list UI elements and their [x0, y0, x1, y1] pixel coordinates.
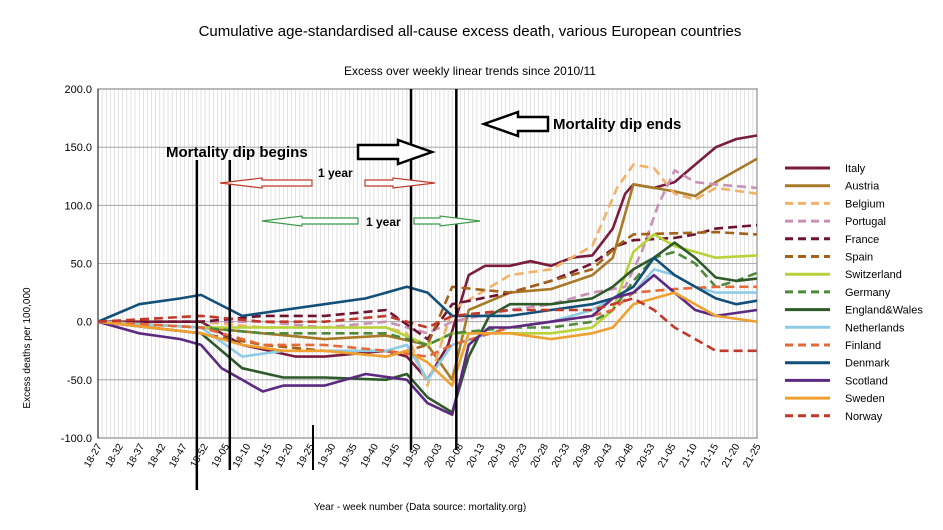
- series-line-italy: [98, 134, 758, 382]
- one-year-label-b: 1 year: [366, 215, 401, 229]
- legend: Italy Austria Belgium Portugal France Spain Sw…: [785, 163, 923, 423]
- series-line-scotland: [97, 273, 758, 416]
- dip-begins-label: Mortality dip begins: [166, 144, 308, 161]
- one-year-arrow-red-left: [219, 177, 313, 189]
- one-year-arrow-green-right: [413, 215, 481, 227]
- dip-begins-arrow: [356, 138, 436, 166]
- x-axis-label: Year - week number (Data source: mortali…: [314, 502, 526, 513]
- legend-label: Austria: [845, 181, 880, 193]
- y-tick-label: -50.0: [67, 375, 92, 387]
- y-axis-ticks: 200.0 150.0 100.0 50.0 0.0 -50.0 -100.0: [61, 84, 92, 445]
- one-year-arrow-green-left: [261, 215, 359, 227]
- one-year-arrow-red-right: [364, 177, 436, 189]
- legend-label: Belgium: [845, 198, 885, 210]
- dip-ends-arrow: [480, 110, 550, 138]
- legend-label: Denmark: [845, 358, 890, 370]
- legend-label: France: [845, 234, 879, 246]
- annotations: Mortality dip begins Mortality dip ends 1 …: [166, 89, 681, 490]
- legend-label: Switzerland: [845, 269, 902, 281]
- chart-subtitle: Excess over weekly linear trends since 2…: [344, 64, 596, 78]
- legend-label: Spain: [845, 252, 873, 264]
- series-line-sweden: [97, 291, 758, 387]
- series-lines: [97, 134, 758, 416]
- legend-label: Scotland: [845, 375, 888, 387]
- y-tick-label: 100.0: [64, 200, 92, 212]
- dip-ends-label: Mortality dip ends: [553, 116, 681, 133]
- one-year-label-a: 1 year: [318, 166, 353, 180]
- legend-label: Norway: [845, 411, 883, 423]
- legend-label: Finland: [845, 340, 881, 352]
- legend-label: Italy: [845, 163, 866, 175]
- series-line-france: [98, 223, 758, 341]
- series-line-germany: [97, 250, 758, 347]
- y-tick-label: 200.0: [64, 84, 92, 96]
- y-tick-label: 50.0: [71, 259, 92, 271]
- legend-label: Portugal: [845, 216, 886, 228]
- series-line-spain: [97, 230, 758, 358]
- y-tick-label: 0.0: [77, 317, 92, 329]
- legend-label: Netherlands: [845, 322, 905, 334]
- y-tick-label: -100.0: [61, 433, 92, 445]
- chart-title: Cumulative age-standardised all-cause ex…: [199, 23, 742, 40]
- y-axis-label: Excess deaths per 100,000: [22, 287, 33, 409]
- legend-label: England&Wales: [845, 305, 923, 317]
- series-line-denmark: [97, 256, 758, 323]
- y-tick-label: 150.0: [64, 142, 92, 154]
- legend-label: Germany: [845, 287, 891, 299]
- legend-label: Sweden: [845, 393, 885, 405]
